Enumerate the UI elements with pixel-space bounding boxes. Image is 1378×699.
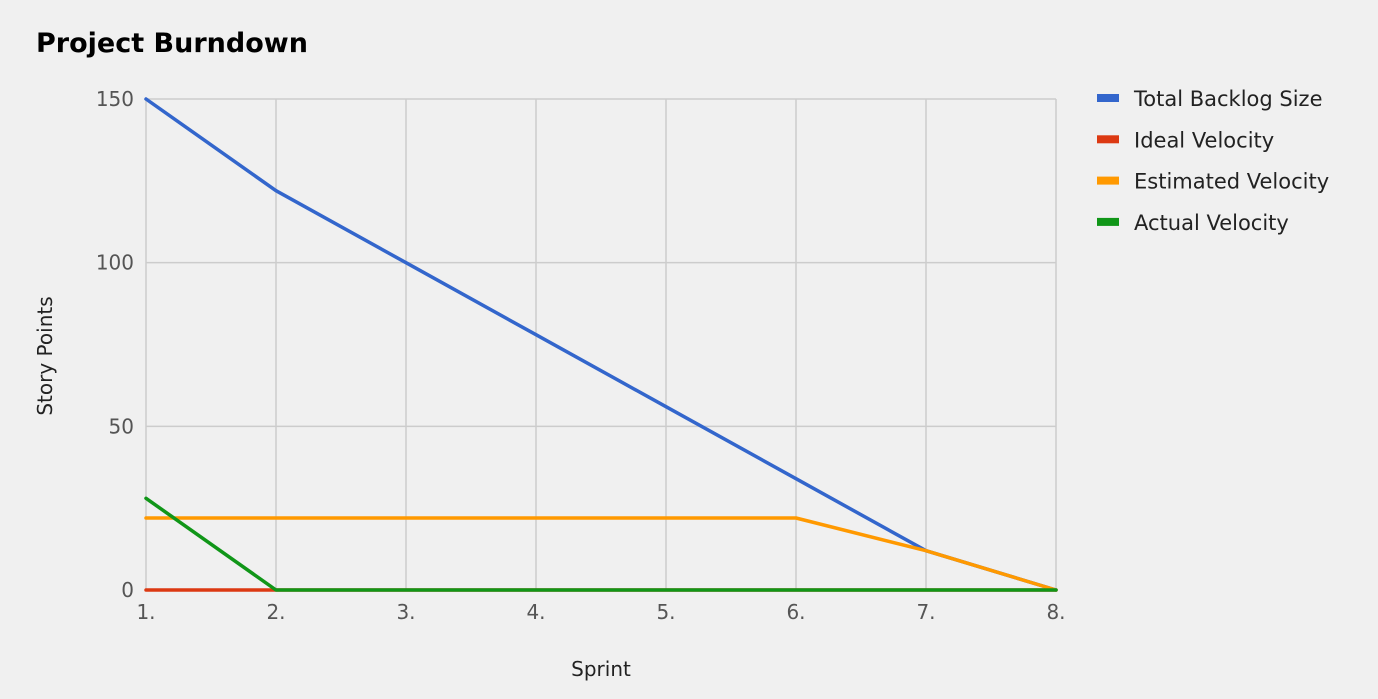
- x-tick-label: 5.: [656, 600, 675, 624]
- series-line-actual-velocity: [144, 496, 1058, 592]
- x-tick-label: 6.: [786, 600, 805, 624]
- legend-swatch-actual-velocity: [1097, 217, 1119, 226]
- x-tick-label: 2.: [266, 600, 285, 624]
- y-tick-label: 150: [96, 87, 134, 111]
- x-axis-title: Sprint: [571, 657, 631, 681]
- x-tick-label: 1.: [136, 600, 155, 624]
- series-line-total-backlog-size: [144, 97, 1058, 592]
- legend-label-total-backlog-size: Total Backlog Size: [1133, 87, 1323, 111]
- y-tick-label: 0: [121, 578, 134, 602]
- legend-swatch-estimated-velocity: [1097, 176, 1119, 185]
- chart-title: Project Burndown: [36, 28, 308, 59]
- legend-label-ideal-velocity: Ideal Velocity: [1134, 128, 1274, 152]
- series-line-estimated-velocity: [144, 516, 1058, 592]
- x-tick-label: 7.: [916, 600, 935, 624]
- x-tick-label: 4.: [526, 600, 545, 624]
- x-tick-label: 8.: [1046, 600, 1065, 624]
- y-axis-title: Story Points: [33, 296, 57, 415]
- legend-label-estimated-velocity: Estimated Velocity: [1134, 170, 1329, 194]
- y-tick-label: 50: [109, 414, 134, 438]
- x-tick-label: 3.: [396, 600, 415, 624]
- grid-lines: [145, 98, 1057, 590]
- legend-swatch-ideal-velocity: [1097, 135, 1119, 144]
- legend-swatch-total-backlog-size: [1097, 94, 1119, 102]
- legend-label-actual-velocity: Actual Velocity: [1134, 211, 1289, 235]
- y-tick-label: 100: [96, 251, 134, 275]
- legend: Total Backlog Size Ideal Velocity Estimate…: [1097, 87, 1329, 235]
- series-lines: [144, 97, 1058, 592]
